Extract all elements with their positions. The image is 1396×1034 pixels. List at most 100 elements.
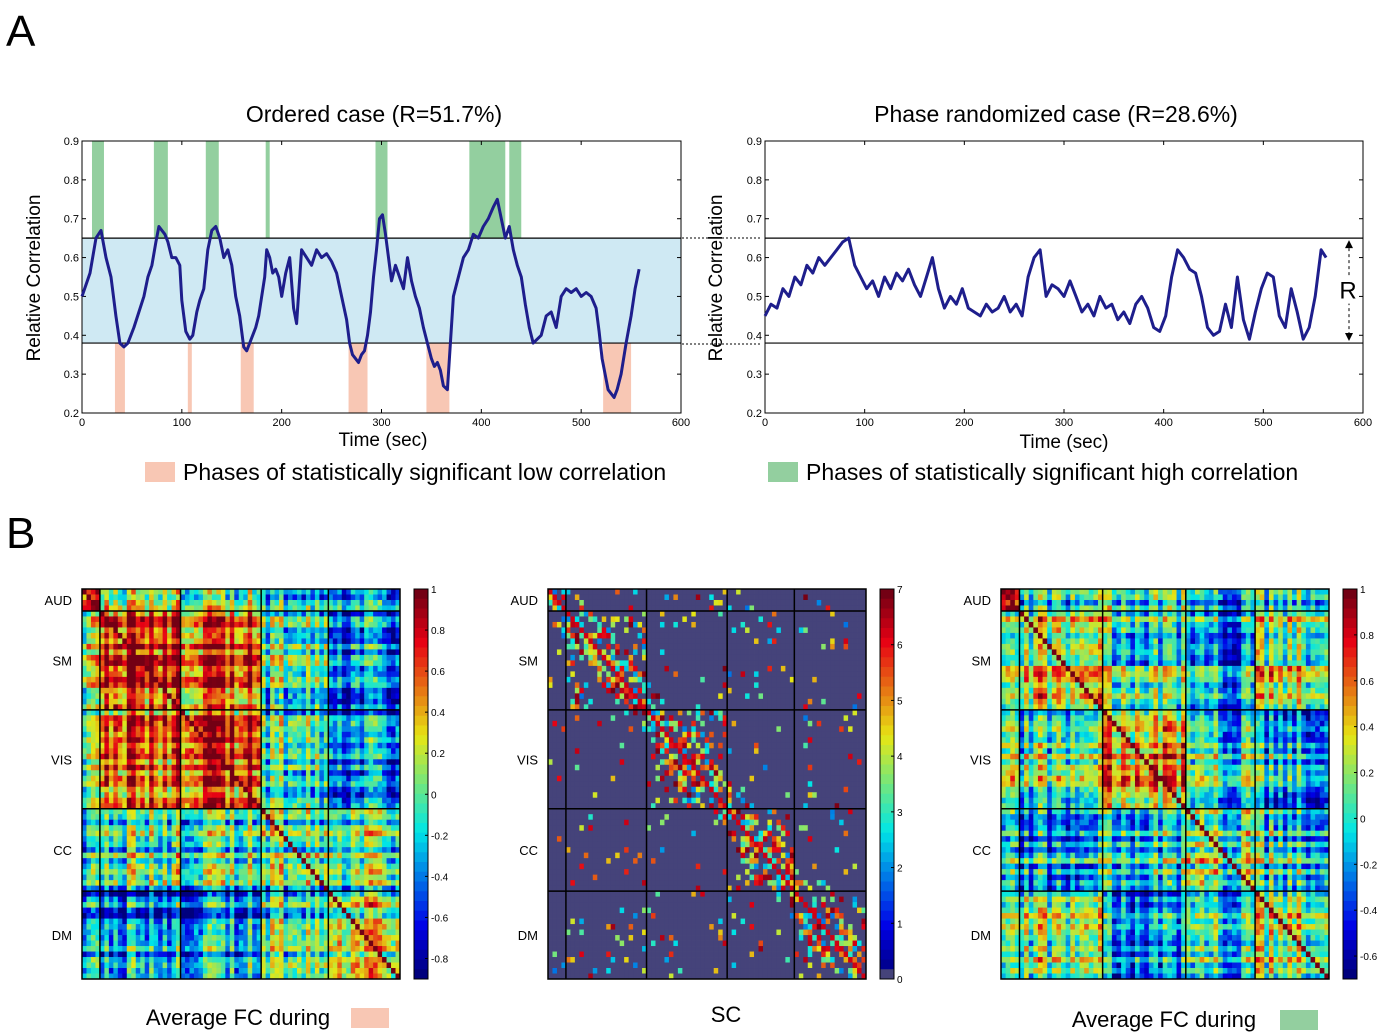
- heatmap-cell: [243, 852, 249, 859]
- heatmap-cell: [373, 660, 379, 667]
- heatmap-cell: [198, 902, 204, 908]
- x-tick-label: 500: [1254, 417, 1272, 429]
- heatmap-cell: [126, 913, 132, 919]
- heatmap-cell: [113, 720, 119, 727]
- heatmap-cell: [117, 775, 123, 782]
- heatmap-cell: [310, 825, 316, 832]
- y-tick-label: 0.4: [747, 330, 762, 342]
- heatmap-cell: [108, 759, 114, 766]
- heatmap-cell: [135, 693, 141, 700]
- heatmap-cell: [113, 929, 119, 936]
- heatmap-cell: [377, 665, 383, 672]
- heatmap-cell: [391, 627, 396, 634]
- heatmap-cell: [153, 720, 159, 727]
- heatmap-cell: [229, 726, 235, 733]
- heatmap-cell: [135, 935, 141, 941]
- heatmap-cell: [252, 792, 258, 799]
- heatmap-cell: [135, 836, 141, 843]
- heatmap-cell: [113, 621, 119, 628]
- heatmap-cell: [323, 720, 329, 727]
- heatmap-cell: [176, 929, 181, 936]
- heatmap-cell: [346, 869, 352, 876]
- heatmap-cell: [283, 632, 289, 639]
- heatmap-cell: [225, 731, 231, 738]
- heatmap-cell: [162, 929, 168, 936]
- heatmap-cell: [95, 803, 101, 810]
- heatmap-cell: [122, 742, 128, 749]
- heatmap-cell: [220, 682, 226, 689]
- heatmap-cell: [319, 957, 325, 963]
- heatmap-cell: [355, 951, 361, 958]
- heatmap-cell: [288, 660, 293, 667]
- heatmap-cell: [117, 616, 123, 623]
- heatmap-cell: [193, 841, 199, 848]
- heatmap-cell: [216, 797, 222, 804]
- heatmap-cell: [104, 654, 110, 661]
- heatmap-cell: [126, 792, 132, 799]
- heatmap-cell: [144, 627, 150, 634]
- heatmap-cell: [292, 742, 298, 749]
- heatmap-cell: [216, 589, 222, 595]
- heatmap-cell: [113, 891, 119, 897]
- heatmap-cell: [247, 874, 253, 881]
- heatmap-cell: [126, 676, 132, 683]
- heatmap-cell: [225, 605, 231, 612]
- heatmap-cell: [279, 951, 284, 958]
- heatmap-cell: [117, 792, 123, 799]
- heatmap-cell: [171, 841, 177, 848]
- heatmap-cell: [296, 880, 302, 887]
- heatmap-cell: [243, 753, 249, 760]
- heatmap-cell: [238, 847, 244, 854]
- heatmap-cell: [301, 770, 307, 777]
- heatmap-cell: [305, 610, 311, 617]
- heatmap-cell: [310, 594, 316, 601]
- heatmap-cell: [225, 643, 231, 650]
- heatmap-cell: [153, 907, 159, 914]
- heatmap-cell: [368, 880, 374, 887]
- heatmap-cell: [171, 731, 177, 738]
- heatmap-cell: [234, 792, 240, 799]
- heatmap-cell: [386, 852, 392, 859]
- heatmap-cell: [95, 924, 101, 930]
- heatmap-cell: [185, 693, 190, 700]
- heatmap-cell: [310, 792, 316, 799]
- heatmap-cell: [274, 792, 280, 799]
- heatmap-cell: [108, 863, 114, 870]
- heatmap-cell: [382, 935, 387, 941]
- heatmap-cell: [229, 660, 235, 667]
- heatmap-cell: [149, 687, 155, 694]
- heatmap-cell: [328, 720, 334, 727]
- heatmap-cell: [256, 682, 262, 689]
- heatmap-cell: [238, 759, 244, 766]
- heatmap-cell: [108, 918, 114, 925]
- heatmap-cell: [90, 770, 96, 777]
- heatmap-cell: [382, 731, 387, 738]
- heatmap-cell: [108, 589, 114, 595]
- heatmap-cell: [144, 902, 150, 908]
- heatmap-cell: [265, 808, 271, 815]
- x-tick-label: 0: [762, 417, 768, 429]
- heatmap-cell: [247, 858, 253, 865]
- heatmap-cell: [359, 720, 365, 727]
- heatmap-cell: [337, 676, 343, 683]
- heatmap-cell: [86, 589, 92, 595]
- heatmap-cell: [328, 836, 334, 843]
- heatmap-cell: [95, 874, 101, 881]
- heatmap-cell: [391, 825, 396, 832]
- heatmap-cell: [202, 808, 208, 815]
- heatmap-cell: [274, 885, 280, 892]
- heatmap-cell: [176, 781, 181, 788]
- heatmap-cell: [314, 742, 320, 749]
- heatmap-cell: [328, 918, 334, 925]
- heatmap-cell: [99, 660, 105, 667]
- heatmap-cell: [216, 599, 222, 606]
- heatmap-cell: [346, 654, 352, 661]
- heatmap-cell: [305, 643, 311, 650]
- heatmap-cell: [117, 665, 123, 672]
- heatmap-cell: [176, 753, 181, 760]
- heatmap-cell: [391, 852, 396, 859]
- heatmap-cell: [99, 704, 105, 711]
- heatmap-cell: [238, 918, 244, 925]
- heatmap-cell: [162, 605, 168, 612]
- heatmap-cell: [207, 792, 213, 799]
